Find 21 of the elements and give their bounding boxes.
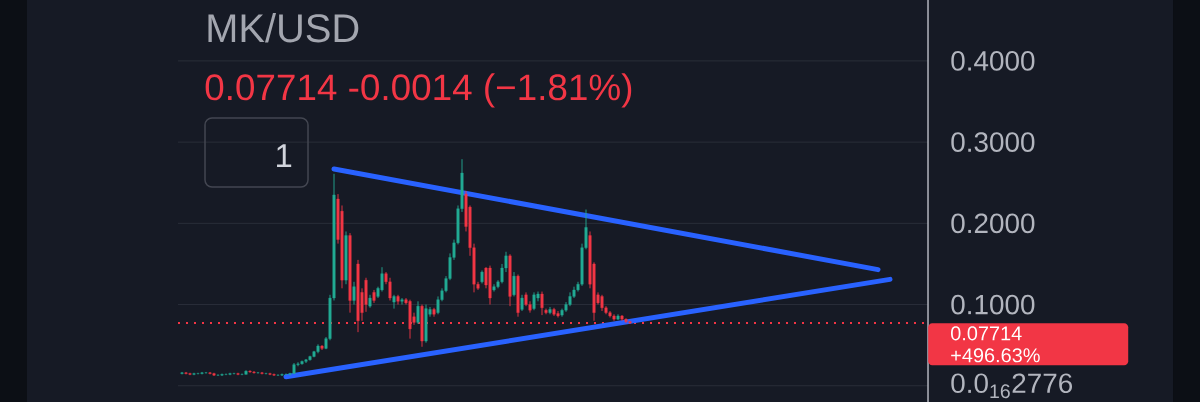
annotation: 1: [277, 144, 292, 167]
candlestick: [392, 294, 396, 310]
y-tick-label: 0.3000: [951, 132, 1035, 152]
text: 0.07714 -0.0014 (−1.81%): [205, 73, 632, 108]
candlestick: [216, 373, 220, 377]
candlestick: [276, 373, 280, 377]
candlestick: [400, 297, 404, 305]
ref-line-label: 0.07714 +496.63%: [950, 326, 1040, 363]
candlestick: [512, 271, 516, 297]
chart-title: MK/USD: [208, 13, 359, 43]
candlestick: [624, 317, 628, 324]
y-tick-label: 0.1000: [951, 294, 1035, 315]
y-tick-label: 0.4000: [951, 51, 1035, 71]
candlestick: [352, 281, 356, 305]
candlestick: [256, 371, 260, 375]
candlestick: [416, 300, 420, 325]
candlestick: [540, 291, 544, 316]
candlestick: [204, 371, 208, 375]
y-tick-label: 0.0$_{16}$2776: [951, 373, 1073, 399]
candlestick: [556, 310, 560, 318]
y-tick-label: 0.2000: [951, 213, 1035, 234]
